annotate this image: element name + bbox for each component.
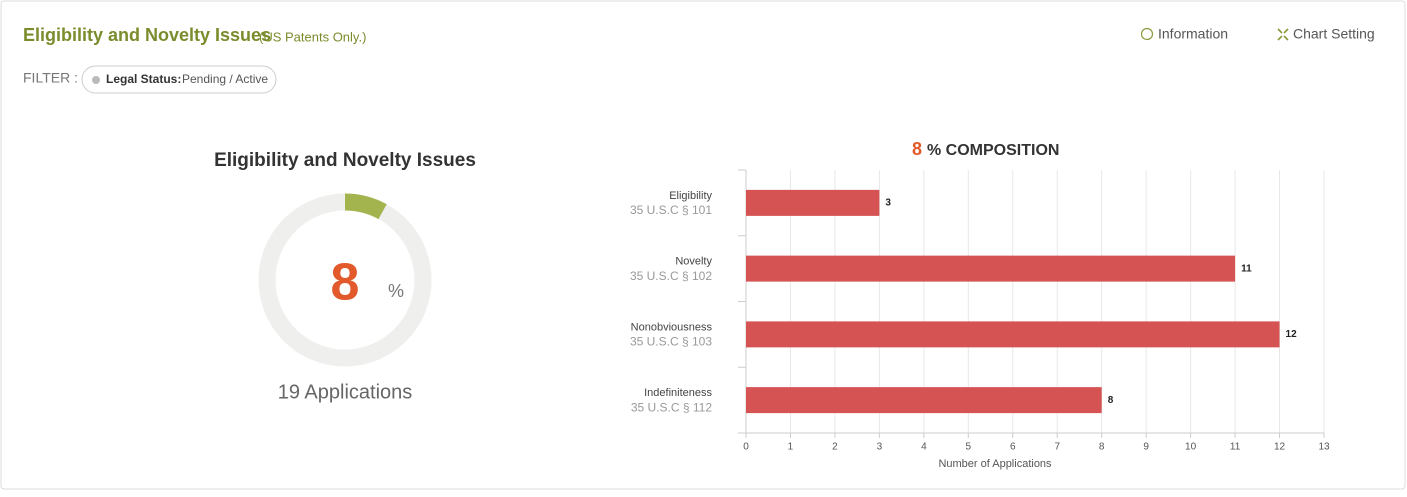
y-tick-sublabel: 35 U.S.C § 101 — [630, 203, 712, 217]
chart-setting-link[interactable]: Chart Setting — [1293, 26, 1375, 42]
filter-dot — [92, 76, 100, 84]
filter-pill[interactable] — [81, 65, 277, 94]
header-title: Eligibility and Novelty Issues — [23, 25, 271, 45]
bar-value-label: 12 — [1286, 329, 1298, 340]
chart-title-number: 8 — [912, 139, 922, 159]
bar-value-label: 11 — [1241, 263, 1252, 274]
bar — [746, 387, 1102, 414]
x-tick-label: 4 — [921, 442, 927, 453]
y-tick-label: Novelty — [675, 256, 712, 268]
chart-title: % COMPOSITION — [927, 142, 1059, 159]
donut-title: Eligibility and Novelty Issues — [214, 150, 476, 171]
x-tick-label: 1 — [788, 442, 794, 453]
donut-value: 8 — [331, 254, 360, 312]
charts: Eligibility and Novelty Issues 8 % 19 Appli… — [214, 139, 1330, 470]
y-tick-label: Eligibility — [669, 190, 712, 202]
filter-label: FILTER : — [23, 70, 78, 86]
donut-unit: % — [388, 281, 404, 301]
bar-value-label: 8 — [1108, 395, 1114, 406]
x-tick-label: 5 — [966, 442, 972, 453]
y-tick-label: Indefiniteness — [644, 387, 712, 399]
filter-value: Pending / Active — [182, 72, 268, 86]
y-tick-sublabel: 35 U.S.C § 103 — [630, 335, 712, 349]
x-tick-label: 7 — [1054, 442, 1060, 453]
x-tick-label: 10 — [1185, 442, 1197, 453]
header-subtitle: (US Patents Only.) — [259, 29, 366, 44]
x-axis-title: Number of Applications — [938, 458, 1052, 470]
bar-value-label: 3 — [885, 198, 891, 209]
donut-caption: 19 Applications — [278, 381, 413, 403]
x-tick-label: 6 — [1010, 442, 1016, 453]
filter-key: Legal Status: — [106, 72, 181, 86]
y-tick-label: Nonobviousness — [631, 321, 713, 333]
x-tick-label: 8 — [1099, 442, 1105, 453]
x-tick-label: 9 — [1143, 442, 1149, 453]
x-tick-label: 11 — [1230, 442, 1241, 453]
x-tick-label: 12 — [1274, 442, 1286, 453]
information-link[interactable]: Information — [1158, 26, 1228, 42]
info-icon[interactable] — [1140, 27, 1154, 41]
y-tick-sublabel: 35 U.S.C § 102 — [630, 269, 712, 283]
donut-arc — [258, 193, 432, 367]
x-tick-label: 0 — [743, 442, 749, 453]
bar — [746, 321, 1280, 348]
bar — [746, 189, 880, 216]
x-tick-label: 3 — [877, 442, 883, 453]
bar — [746, 255, 1236, 282]
x-tick-label: 2 — [832, 442, 838, 453]
x-tick-label: 13 — [1318, 442, 1330, 453]
y-tick-sublabel: 35 U.S.C § 112 — [631, 400, 712, 414]
settings-icon[interactable] — [1277, 28, 1289, 41]
